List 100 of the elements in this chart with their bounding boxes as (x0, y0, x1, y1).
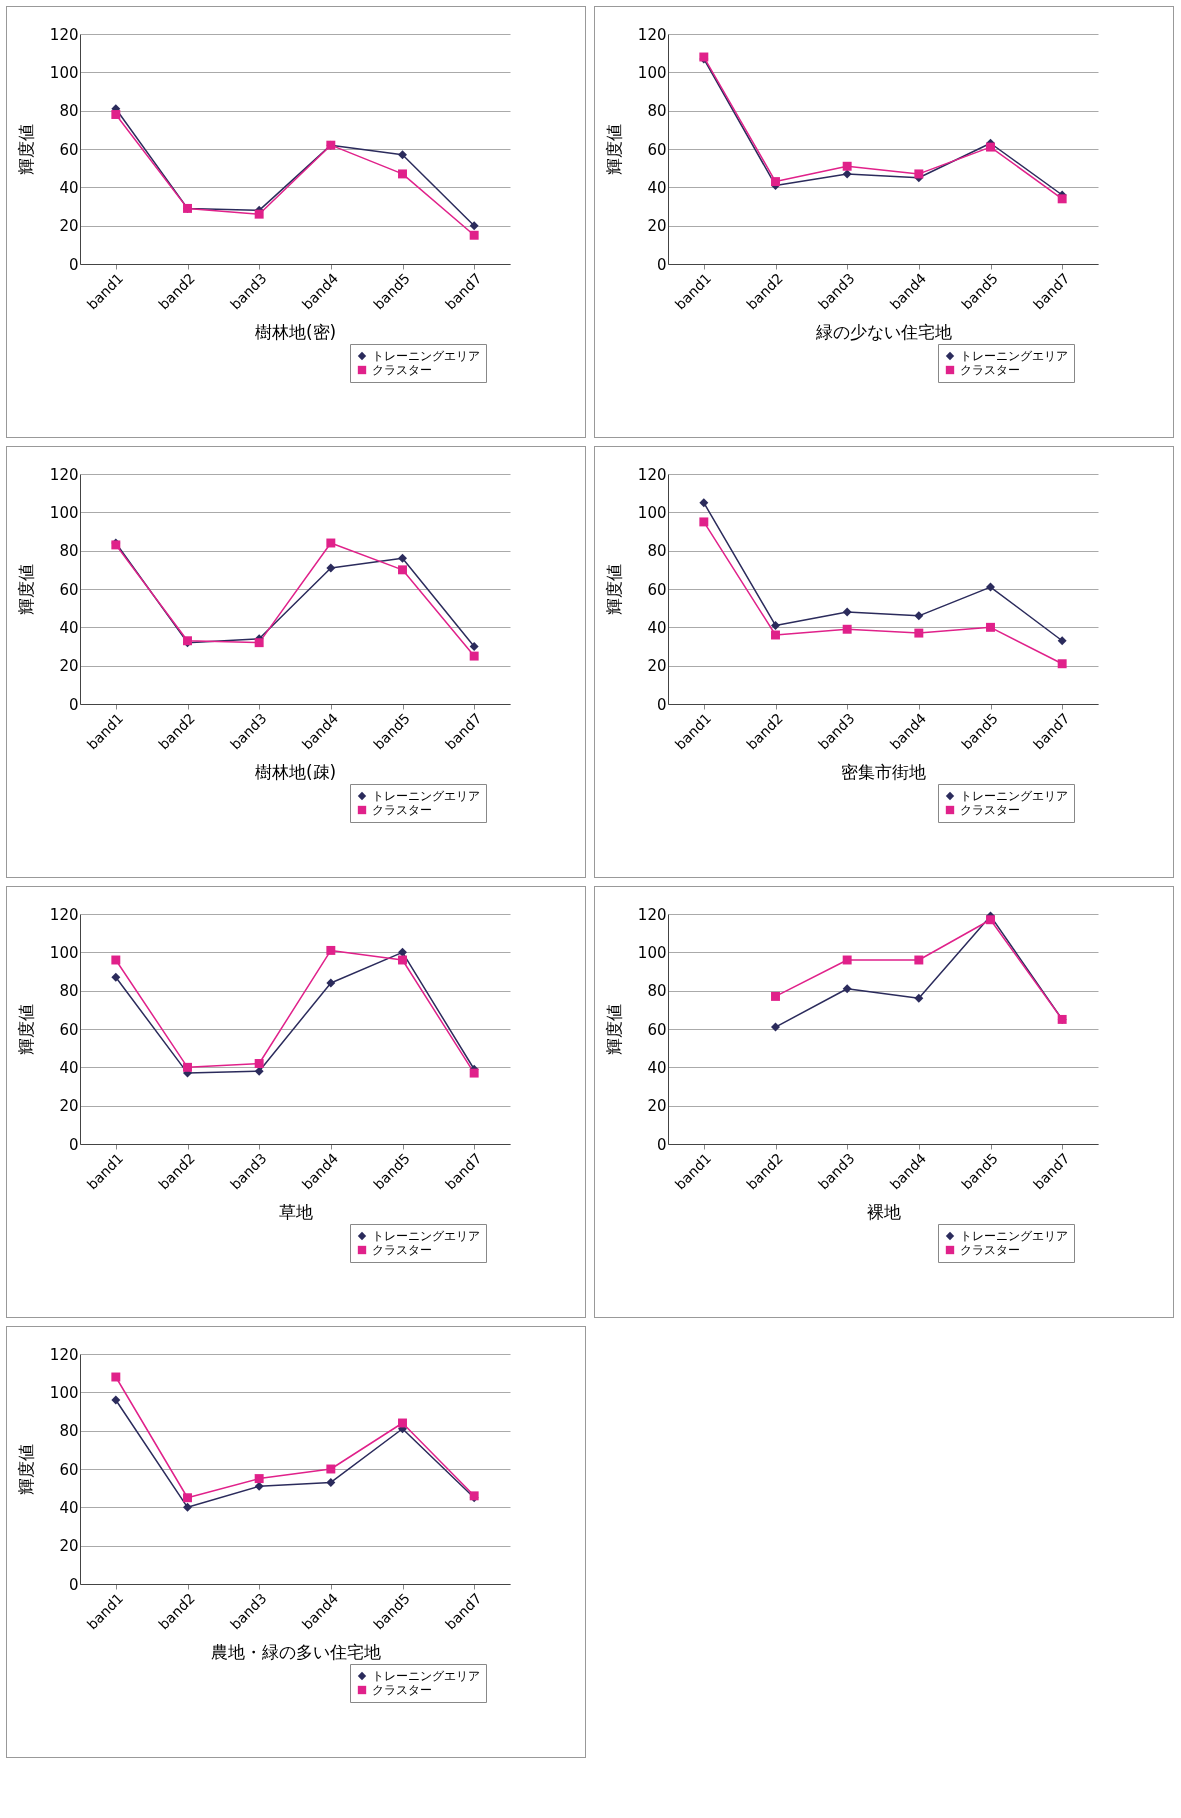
point (771, 630, 780, 640)
point (398, 169, 407, 179)
y-tick-label: 40 (59, 1498, 79, 1517)
y-axis-title: 輝度値 (15, 564, 36, 615)
y-tick-label: 100 (637, 943, 667, 962)
point (1057, 194, 1067, 204)
point (842, 984, 852, 994)
point (398, 553, 407, 563)
y-tick-label: 100 (49, 63, 79, 82)
y-tick-label: 100 (49, 1383, 79, 1402)
y-tick-label: 80 (59, 542, 79, 561)
y-tick-label: 0 (68, 255, 79, 274)
y-tick-label: 20 (647, 1097, 667, 1116)
y-tick-label: 80 (647, 102, 667, 121)
y-tick-label: 60 (647, 580, 667, 599)
y-axis-title: 輝度値 (15, 1444, 36, 1495)
y-tick-label: 40 (59, 618, 79, 637)
y-tick-label: 80 (647, 982, 667, 1001)
legend-label: トレーニングエリア (960, 1229, 1068, 1243)
y-tick-label: 40 (647, 178, 667, 197)
y-tick-label: 120 (49, 465, 79, 484)
y-tick-label: 120 (49, 1345, 79, 1364)
y-tick-label: 100 (637, 63, 667, 82)
legend-label: トレーニングエリア (372, 1669, 480, 1683)
x-axis-title: 草地 (278, 1201, 313, 1222)
y-tick-label: 60 (59, 580, 79, 599)
legend-label: トレーニングエリア (960, 349, 1068, 363)
point (914, 993, 924, 1003)
x-axis-title: 樹林地(疎) (254, 761, 337, 782)
y-axis-title: 輝度値 (603, 564, 624, 615)
y-tick-label: 40 (59, 178, 79, 197)
point (842, 169, 852, 179)
point (1057, 636, 1067, 646)
point (469, 221, 479, 231)
point (111, 955, 121, 965)
point (842, 607, 852, 617)
point (842, 955, 852, 965)
y-tick-label: 20 (647, 217, 667, 236)
point (986, 582, 995, 592)
point (111, 972, 121, 982)
y-tick-label: 60 (59, 1460, 79, 1479)
x-axis-title: 緑の少ない住宅地 (814, 321, 952, 342)
legend-label: クラスター (372, 1243, 432, 1257)
y-tick-label: 100 (637, 503, 667, 522)
legend-label: クラスター (960, 803, 1020, 817)
point (986, 915, 995, 925)
point (398, 955, 407, 965)
point (398, 565, 407, 575)
point (111, 1372, 121, 1382)
y-tick-label: 80 (59, 102, 79, 121)
y-tick-label: 100 (49, 503, 79, 522)
y-tick-label: 0 (656, 695, 667, 714)
point (254, 1474, 264, 1484)
y-tick-label: 60 (59, 140, 79, 159)
point (183, 1062, 192, 1072)
point (986, 142, 995, 152)
y-tick-label: 0 (68, 695, 79, 714)
y-tick-label: 120 (49, 905, 79, 924)
point (111, 1395, 121, 1405)
point (326, 563, 336, 573)
point (914, 955, 924, 965)
y-axis-title: 輝度値 (15, 1004, 36, 1055)
legend-label: クラスター (960, 363, 1020, 377)
legend-label: トレーニングエリア (372, 789, 480, 803)
point (398, 947, 407, 957)
point (326, 1464, 336, 1474)
point (1057, 659, 1067, 669)
y-tick-label: 0 (68, 1135, 79, 1154)
point (771, 991, 780, 1001)
x-axis-title: 裸地 (866, 1201, 901, 1222)
y-tick-label: 120 (49, 25, 79, 44)
point (914, 611, 924, 621)
point (469, 651, 479, 661)
point (326, 978, 336, 988)
point (254, 638, 264, 648)
y-tick-label: 120 (637, 905, 667, 924)
y-tick-label: 120 (637, 465, 667, 484)
y-tick-label: 0 (68, 1575, 79, 1594)
point (183, 1493, 192, 1503)
point (771, 1022, 780, 1032)
y-axis-title: 輝度値 (603, 124, 624, 175)
y-tick-label: 20 (59, 217, 79, 236)
point (914, 628, 924, 638)
y-tick-label: 20 (647, 657, 667, 676)
y-axis-title: 輝度値 (15, 124, 36, 175)
point (842, 161, 852, 171)
point (469, 1068, 479, 1078)
y-tick-label: 0 (656, 255, 667, 274)
point (842, 624, 852, 634)
y-tick-label: 80 (59, 1422, 79, 1441)
point (183, 1502, 192, 1512)
y-tick-label: 80 (59, 982, 79, 1001)
y-tick-label: 40 (647, 1058, 667, 1077)
point (326, 1477, 336, 1487)
point (771, 620, 780, 630)
y-tick-label: 60 (647, 140, 667, 159)
point (699, 498, 709, 508)
y-tick-label: 60 (647, 1020, 667, 1039)
point (254, 1059, 264, 1068)
y-tick-label: 20 (59, 1537, 79, 1556)
